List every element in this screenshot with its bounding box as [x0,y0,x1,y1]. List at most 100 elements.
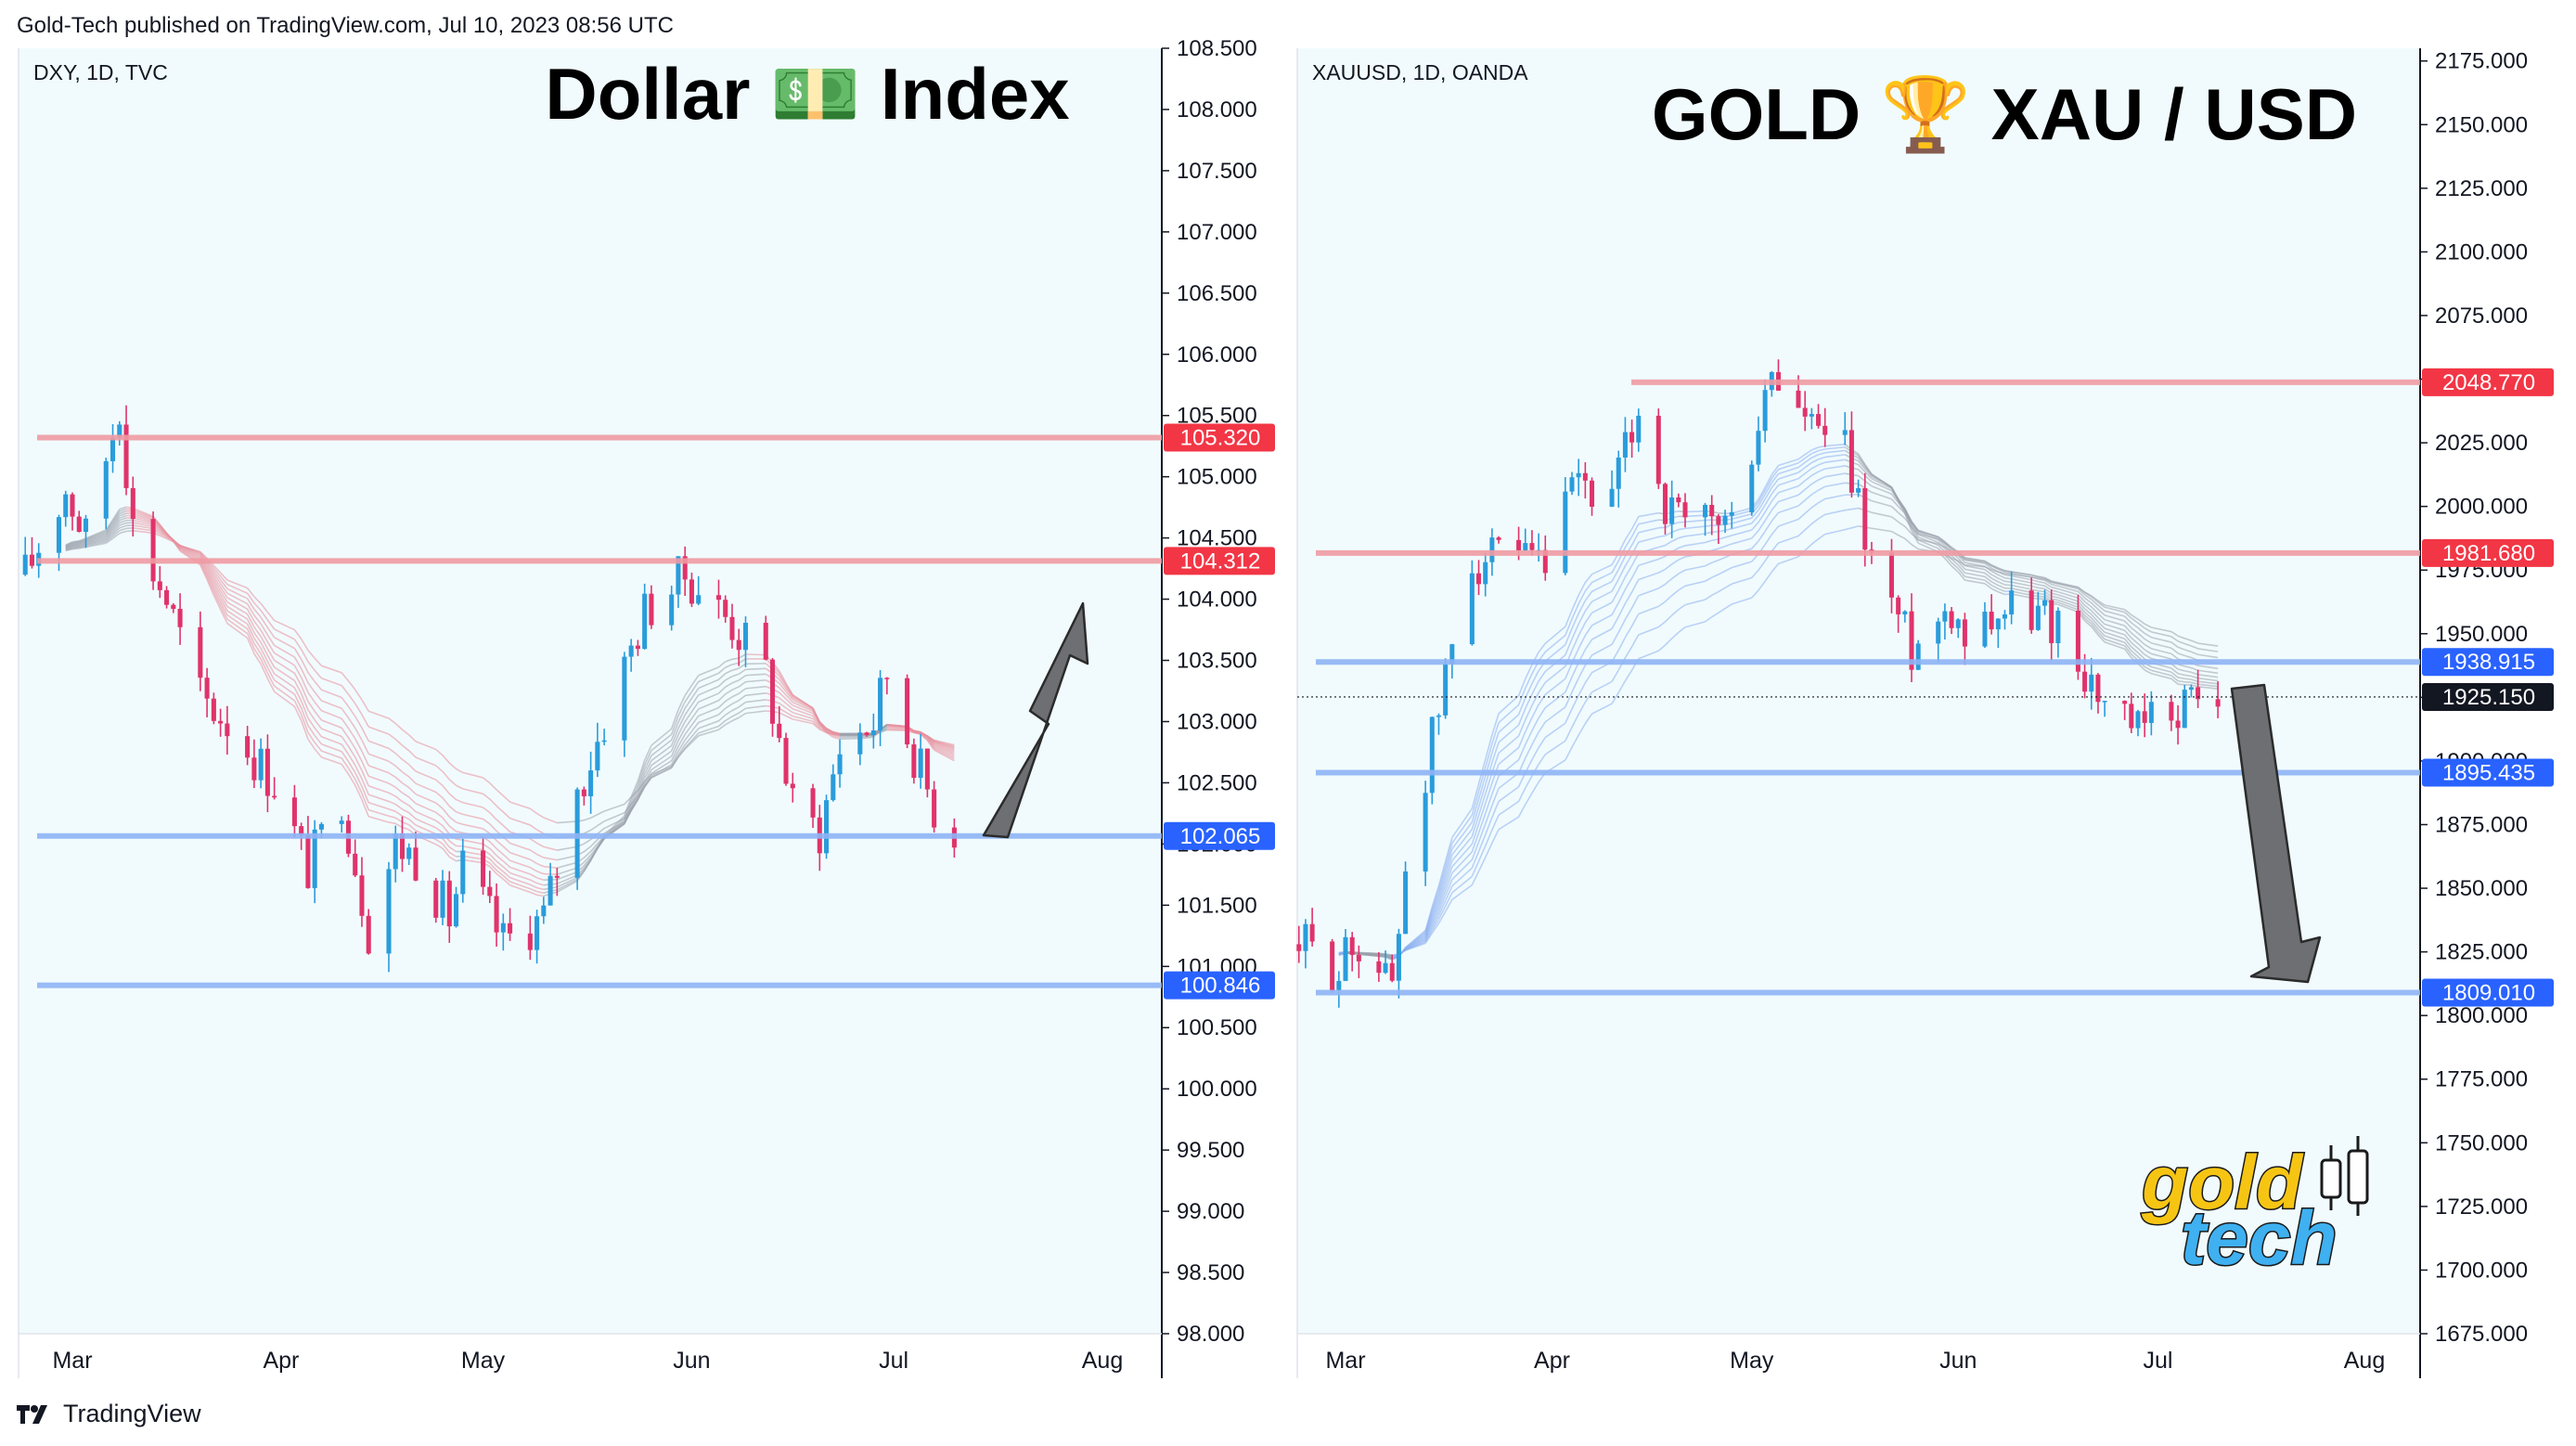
gold-candle-body [1749,464,1755,513]
gold-candle-body [1816,414,1822,426]
gold-last-price-label: 1925.150 [2442,685,2535,710]
gold-candle-body [1309,923,1315,942]
dxy-up-arrow-icon [982,601,1089,839]
dxy-candle-body [500,923,506,933]
dxy-y-tick-label: 107.000 [1177,220,1257,245]
dxy-candle-body [211,698,216,721]
dxy-candle-body [386,869,392,954]
gold-candle-body [2175,720,2181,729]
dxy-candle-body [508,923,513,934]
dxy-candle-body [924,748,930,790]
dxy-x-tick-label: Aug [1082,1348,1123,1374]
footer-brand-label: TradingView [63,1400,201,1427]
dxy-candle-body [595,742,600,771]
gold-down-arrow-icon [2230,683,2322,984]
dxy-y-tick-label: 103.500 [1177,649,1257,674]
gold-candle-body [1709,505,1715,517]
dxy-candle-body [541,905,547,917]
gold-candle-body [1682,502,1688,518]
gold-candle-body [1396,934,1401,981]
dxy-y-tick-label: 103.000 [1177,709,1257,734]
dxy-candle-body [272,795,277,798]
dxy-candle-body [494,896,499,933]
gold-candle-body [1896,597,1901,614]
gold-symbol-label: XAUUSD, 1D, OANDA [1312,60,1528,84]
logo-candle-body [2320,1158,2342,1199]
dxy-level-label-bg-1 [1164,547,1275,575]
gold-candle-body [1563,491,1568,574]
gold-candle-body [1423,793,1428,871]
dxy-candle-body [911,744,917,779]
gold-time-axis-bg [1297,1334,2557,1378]
dxy-candle-body [642,593,648,650]
gold-y-tick-label: 2075.000 [2435,303,2528,329]
gold-candle-body [1823,425,1828,435]
gold-y-tick-label: 1725.000 [2435,1194,2528,1220]
dxy-candle-body [171,604,176,609]
gold-level-label-4: 1809.010 [2442,980,2535,1005]
gold-y-tick-label: 1825.000 [2435,940,2528,965]
gold-y-tick-label: 2175.000 [2435,49,2528,74]
dxy-candle-body [790,783,795,789]
dxy-candle-body [198,626,203,678]
gold-level-label-bg-4 [2422,978,2554,1007]
dxy-candle-body [339,820,344,824]
dxy-candle-body [56,517,62,553]
gold-candle-body [1349,936,1355,955]
dxy-y-tick-label: 98.500 [1177,1260,1244,1285]
footer-brand[interactable]: TradingView [17,1400,201,1428]
gold-level-label-bg-0 [2422,368,2554,396]
gold-level-label-1: 1981.680 [2442,541,2535,566]
gold-level-label-bg-2 [2422,648,2554,677]
dxy-candle-body [547,875,553,906]
gold-candle-body [1436,715,1441,717]
gold-candle-body [1542,549,1548,574]
dxy-candle-body [884,678,890,679]
dxy-candle-body [810,788,816,818]
dxy-candle-body [649,593,654,626]
dxy-candle-body [715,595,722,600]
gold-candle-body [1982,612,1988,647]
gold-candle-body [1856,488,1861,493]
dxy-candle-body [535,916,540,950]
dxy-candle-body [109,437,116,461]
gold-x-tick-label: Jun [1939,1348,1977,1374]
dxy-y-tick-label: 106.500 [1177,281,1257,306]
dxy-candle-body [406,847,412,859]
dxy-x-tick-label: Apr [263,1348,299,1374]
gold-x-tick-label: Mar [1325,1348,1365,1374]
dxy-candle-body [487,886,493,897]
dxy-candle-body [878,678,883,731]
gold-candle-body [2188,687,2194,691]
dxy-chart-title: Dollar 💵 Index [545,53,1069,135]
gold-candle-body [1336,980,1342,991]
dxy-candle-body [676,556,681,595]
dxy-x-tick-label: Jul [879,1348,908,1374]
dxy-candle-body [291,797,297,827]
gold-x-tick-label: Jul [2144,1348,2173,1374]
gold-candle-body [2009,590,2015,615]
dxy-y-tick-label: 102.500 [1177,770,1257,795]
dxy-y-tick-label: 101.500 [1177,893,1257,918]
dxy-candle-body [359,875,365,916]
dxy-y-tick-label: 98.000 [1177,1322,1244,1347]
gold-candle-body [1915,643,1921,670]
dxy-candle-body [150,519,156,582]
gold-candle-body [1496,537,1501,540]
gold-y-tick-label: 1800.000 [2435,1003,2528,1028]
dxy-candle-body [769,659,776,724]
dxy-level-label-0: 105.320 [1180,425,1261,450]
attribution-text: Gold-Tech published on TradingView.com, … [17,13,674,38]
gold-level-label-bg-1 [2422,538,2554,567]
tradingview-logo-icon [17,1404,47,1424]
dxy-candle-body [413,847,419,881]
dxy-candle-body [857,732,863,755]
gold-y-tick-label: 2125.000 [2435,176,2528,201]
gold-candle-body [2102,701,2107,703]
gold-y-tick-label: 1775.000 [2435,1067,2528,1092]
dxy-level-label-2: 102.065 [1180,824,1261,849]
gold-candle-body [1609,488,1615,507]
dxy-candle-body [204,678,210,699]
dxy-candle-body [831,774,836,801]
